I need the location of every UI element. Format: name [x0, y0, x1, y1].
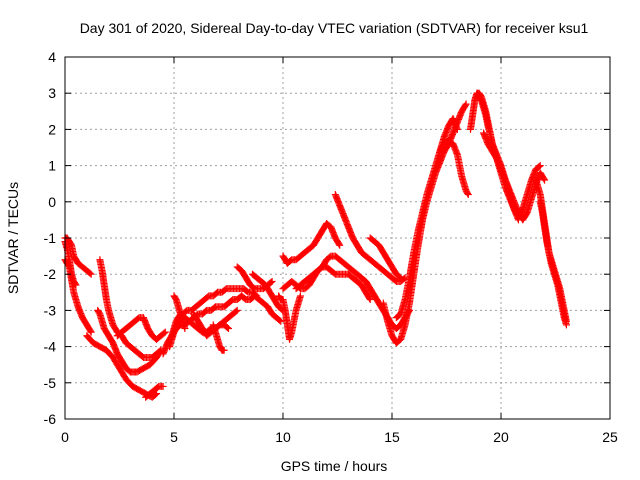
series-arc-13 [190, 310, 232, 340]
data-point [365, 294, 373, 302]
y-tick-label: 1 [48, 158, 56, 174]
data-point [536, 162, 544, 170]
data-point [220, 346, 228, 354]
data-point [267, 278, 275, 286]
data-point [71, 280, 79, 288]
data-point [296, 292, 304, 300]
data-point [252, 291, 260, 299]
data-point [397, 274, 405, 282]
data-point [535, 163, 543, 171]
data-point [233, 306, 241, 314]
y-tick-label: -3 [44, 302, 57, 318]
x-tick-label: 15 [384, 429, 400, 445]
data-point [268, 277, 276, 285]
y-axis-label: SDTVAR / TECUs [5, 182, 21, 294]
y-tick-label: -5 [44, 375, 57, 391]
data-point [540, 175, 548, 183]
chart-title: Day 301 of 2020, Sidereal Day-to-day VTE… [80, 20, 589, 36]
x-tick-labels: 0 5 10 15 20 25 [61, 429, 618, 445]
series-arc-19 [279, 220, 344, 267]
series-arc-30 [536, 198, 570, 325]
data-points [61, 89, 570, 401]
axis-ticks [64, 56, 611, 420]
y-tick-labels: -6 -5 -4 -3 -2 -1 0 1 2 3 4 [44, 49, 57, 427]
y-tick-label: 2 [48, 121, 56, 137]
x-tick-label: 0 [61, 429, 69, 445]
data-point [232, 307, 240, 315]
x-tick-label: 20 [493, 429, 509, 445]
x-tick-label: 5 [170, 429, 178, 445]
data-point [159, 382, 167, 390]
series-arc-17 [275, 292, 304, 343]
x-tick-label: 10 [275, 429, 291, 445]
data-point [161, 328, 169, 336]
series-arc-1 [61, 256, 95, 336]
data-point [253, 292, 261, 300]
series-arc-14 [209, 321, 228, 354]
data-point [464, 189, 472, 197]
data-point [276, 316, 284, 324]
data-point [541, 176, 549, 184]
series-arc-3 [61, 238, 80, 289]
data-point [86, 269, 94, 277]
series-arc-8 [142, 382, 167, 401]
data-point [453, 125, 461, 133]
data-point [336, 241, 344, 249]
series-arc-25 [436, 136, 472, 199]
y-tick-label: -4 [44, 339, 57, 355]
data-point [225, 325, 232, 332]
x-tick-label: 25 [602, 429, 618, 445]
data-point [160, 329, 168, 337]
grid-lines [65, 57, 610, 419]
data-point [335, 240, 343, 248]
data-point [464, 191, 472, 199]
data-point [181, 325, 189, 332]
series-arc-5 [94, 306, 165, 376]
series-arc-6 [96, 256, 165, 361]
data-point [87, 328, 95, 336]
data-point [72, 281, 80, 289]
series-arc-16 [248, 270, 287, 314]
data-point [461, 101, 469, 109]
data-point [366, 296, 374, 304]
series-arc-21 [331, 191, 409, 285]
series-arc-22 [366, 234, 405, 282]
data-point [400, 275, 408, 283]
data-point [86, 327, 94, 335]
data-point [562, 317, 570, 325]
y-tick-label: 3 [48, 85, 56, 101]
y-tick-label: 4 [48, 49, 56, 65]
series-arc-7 [113, 314, 169, 343]
series-arc-12 [170, 292, 189, 332]
y-tick-label: 0 [48, 194, 56, 210]
x-axis-label: GPS time / hours [281, 458, 388, 474]
data-point [396, 273, 404, 281]
data-point [462, 100, 470, 108]
y-tick-label: -6 [44, 411, 57, 427]
y-tick-label: -2 [44, 266, 57, 282]
y-tick-label: -1 [44, 230, 57, 246]
series-arc-23 [379, 100, 470, 347]
series-arc-24 [392, 115, 461, 322]
data-point [223, 324, 231, 332]
data-point [277, 317, 285, 325]
data-point [87, 270, 95, 278]
series-arc-20 [292, 263, 374, 304]
